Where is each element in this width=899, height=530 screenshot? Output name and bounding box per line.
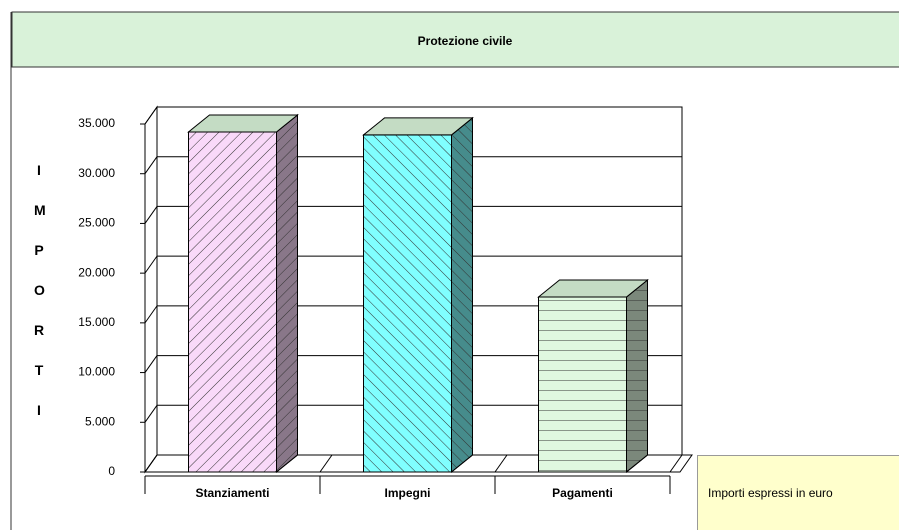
y-tick-label: 10.000 bbox=[78, 365, 115, 379]
grid-line bbox=[144, 355, 158, 373]
y-tick-label: 35.000 bbox=[78, 116, 115, 130]
bar-side-hatch bbox=[451, 116, 473, 474]
bar-side-hatch bbox=[626, 278, 648, 474]
bar-top bbox=[537, 279, 649, 298]
grid-line bbox=[144, 106, 158, 125]
bar-top bbox=[362, 117, 474, 136]
y-tick-label: 15.000 bbox=[78, 315, 115, 329]
floor-edge bbox=[319, 454, 333, 473]
y-axis-label: IMPORTI bbox=[34, 162, 46, 418]
note: Importi espressi in euro bbox=[697, 455, 899, 530]
y-tick-label: 0 bbox=[108, 464, 115, 478]
y-tick-label: 5.000 bbox=[85, 414, 115, 428]
chart-title: Protezione civile bbox=[418, 34, 513, 48]
floor-edge bbox=[494, 454, 508, 473]
floor-edge bbox=[144, 454, 158, 473]
side-wall bbox=[144, 105, 158, 474]
floor-edge bbox=[669, 454, 683, 473]
bar-hatch bbox=[538, 296, 627, 473]
grid-line bbox=[144, 156, 158, 175]
bar-side-hatch bbox=[276, 113, 298, 474]
title-bar bbox=[11, 11, 899, 68]
x-tick-label: Impegni bbox=[384, 486, 430, 500]
y-tick-label: 20.000 bbox=[78, 265, 115, 279]
bar-hatch bbox=[188, 131, 277, 473]
y-tick-label: 30.000 bbox=[78, 166, 115, 180]
x-tick-label: Stanziamenti bbox=[195, 486, 269, 500]
y-tick-label: 25.000 bbox=[78, 216, 115, 230]
grid-line bbox=[144, 206, 158, 224]
grid-line bbox=[144, 305, 158, 324]
bar-hatch bbox=[363, 134, 452, 473]
bar-top bbox=[187, 114, 299, 133]
grid-line bbox=[144, 255, 158, 274]
x-tick-label: Pagamenti bbox=[552, 486, 613, 500]
grid-line bbox=[144, 404, 158, 423]
